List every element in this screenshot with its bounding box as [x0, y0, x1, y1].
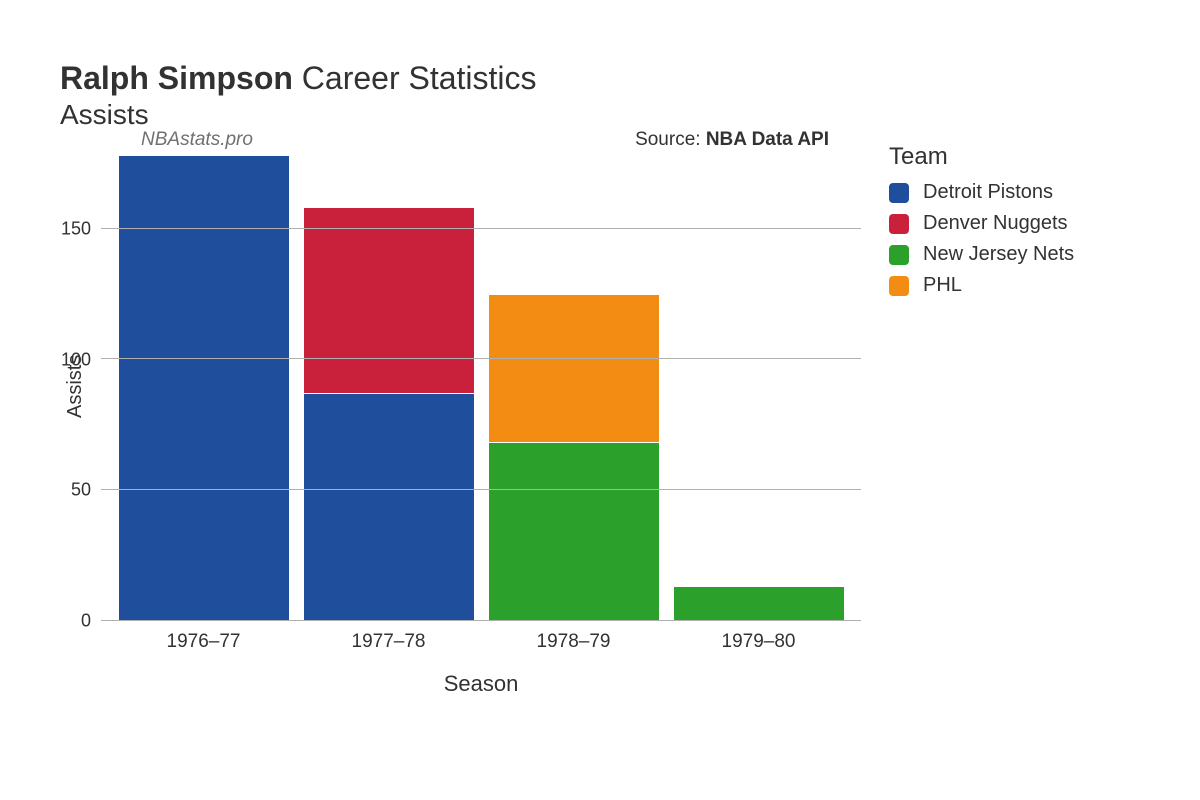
- plot-area: NBAstats.pro Source: NBA Data API: [101, 151, 861, 621]
- y-ticks-spacer-2: [91, 653, 101, 697]
- legend-swatch: [889, 245, 909, 265]
- y-tick-label: 50: [71, 480, 91, 501]
- source-attribution: Source: NBA Data API: [635, 129, 829, 151]
- x-label-row: Season: [91, 653, 861, 697]
- chart-container: Ralph Simpson Career Statistics Assists …: [0, 0, 1200, 800]
- player-name: Ralph Simpson: [60, 60, 293, 96]
- y-tick-label: 0: [81, 611, 91, 632]
- chart-subtitle: Assists: [60, 99, 1160, 131]
- x-axis-label: Season: [101, 671, 861, 697]
- bars-group: [101, 151, 861, 620]
- legend-item: New Jersey Nets: [889, 243, 1074, 266]
- x-tick-label: 1978–79: [489, 631, 659, 653]
- bar-segment-phl: [489, 294, 659, 443]
- bar-segment-nj: [489, 442, 659, 620]
- x-tick-label: 1979–80: [674, 631, 844, 653]
- source-value: NBA Data API: [706, 129, 829, 150]
- legend-item: PHL: [889, 274, 1074, 297]
- x-ticks-row: 1976–77 1977–78 1978–79 1979–80: [91, 621, 861, 653]
- gridline: [101, 358, 861, 359]
- legend-label: PHL: [923, 274, 962, 297]
- bar-segment-nj: [674, 586, 844, 620]
- legend-item: Denver Nuggets: [889, 212, 1074, 235]
- watermark-text: NBAstats.pro: [141, 129, 253, 151]
- legend-swatch: [889, 183, 909, 203]
- plot-row: 050100150 NBAstats.pro Source: NBA Data …: [91, 151, 861, 621]
- bar-segment-detroit: [119, 155, 289, 620]
- bar: [674, 586, 844, 620]
- legend-title: Team: [889, 143, 1074, 171]
- legend-swatch: [889, 276, 909, 296]
- gridline: [101, 228, 861, 229]
- x-tick-label: 1976–77: [119, 631, 289, 653]
- y-ticks-spacer: [91, 621, 101, 653]
- bar: [119, 155, 289, 620]
- bar: [304, 207, 474, 620]
- bar-segment-denver: [304, 207, 474, 392]
- legend-label: New Jersey Nets: [923, 243, 1074, 266]
- bar: [489, 294, 659, 620]
- title-suffix: Career Statistics: [302, 60, 537, 96]
- x-tick-label: 1977–78: [304, 631, 474, 653]
- x-ticks: 1976–77 1977–78 1978–79 1979–80: [101, 621, 861, 653]
- y-ticks: 050100150: [91, 151, 101, 621]
- chart-wrap: Assists 050100150 NBAstats.pro Source: N…: [60, 151, 1160, 697]
- chart-title: Ralph Simpson Career Statistics: [60, 60, 1160, 97]
- legend-swatch: [889, 214, 909, 234]
- title-block: Ralph Simpson Career Statistics Assists: [60, 60, 1160, 131]
- legend-item: Detroit Pistons: [889, 181, 1074, 204]
- legend-label: Detroit Pistons: [923, 181, 1053, 204]
- bar-segment-detroit: [304, 393, 474, 620]
- legend: Team Detroit Pistons Denver Nuggets New Je…: [889, 143, 1074, 697]
- legend-items: Detroit Pistons Denver Nuggets New Jersey …: [889, 181, 1074, 297]
- gridline: [101, 489, 861, 490]
- y-tick-label: 100: [61, 349, 91, 370]
- plot-column: 050100150 NBAstats.pro Source: NBA Data …: [91, 151, 861, 697]
- y-tick-label: 150: [61, 219, 91, 240]
- legend-label: Denver Nuggets: [923, 212, 1068, 235]
- source-label: Source:: [635, 129, 706, 150]
